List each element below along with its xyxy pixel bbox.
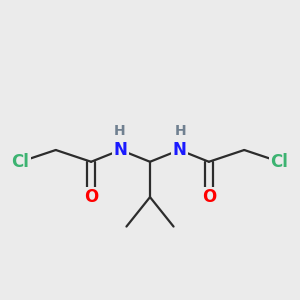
Text: Cl: Cl <box>271 153 289 171</box>
Text: N: N <box>172 141 186 159</box>
Text: Cl: Cl <box>11 153 29 171</box>
Text: O: O <box>202 188 216 206</box>
Text: H: H <box>175 124 187 138</box>
Text: O: O <box>84 188 98 206</box>
Text: N: N <box>114 141 128 159</box>
Text: H: H <box>113 124 125 138</box>
